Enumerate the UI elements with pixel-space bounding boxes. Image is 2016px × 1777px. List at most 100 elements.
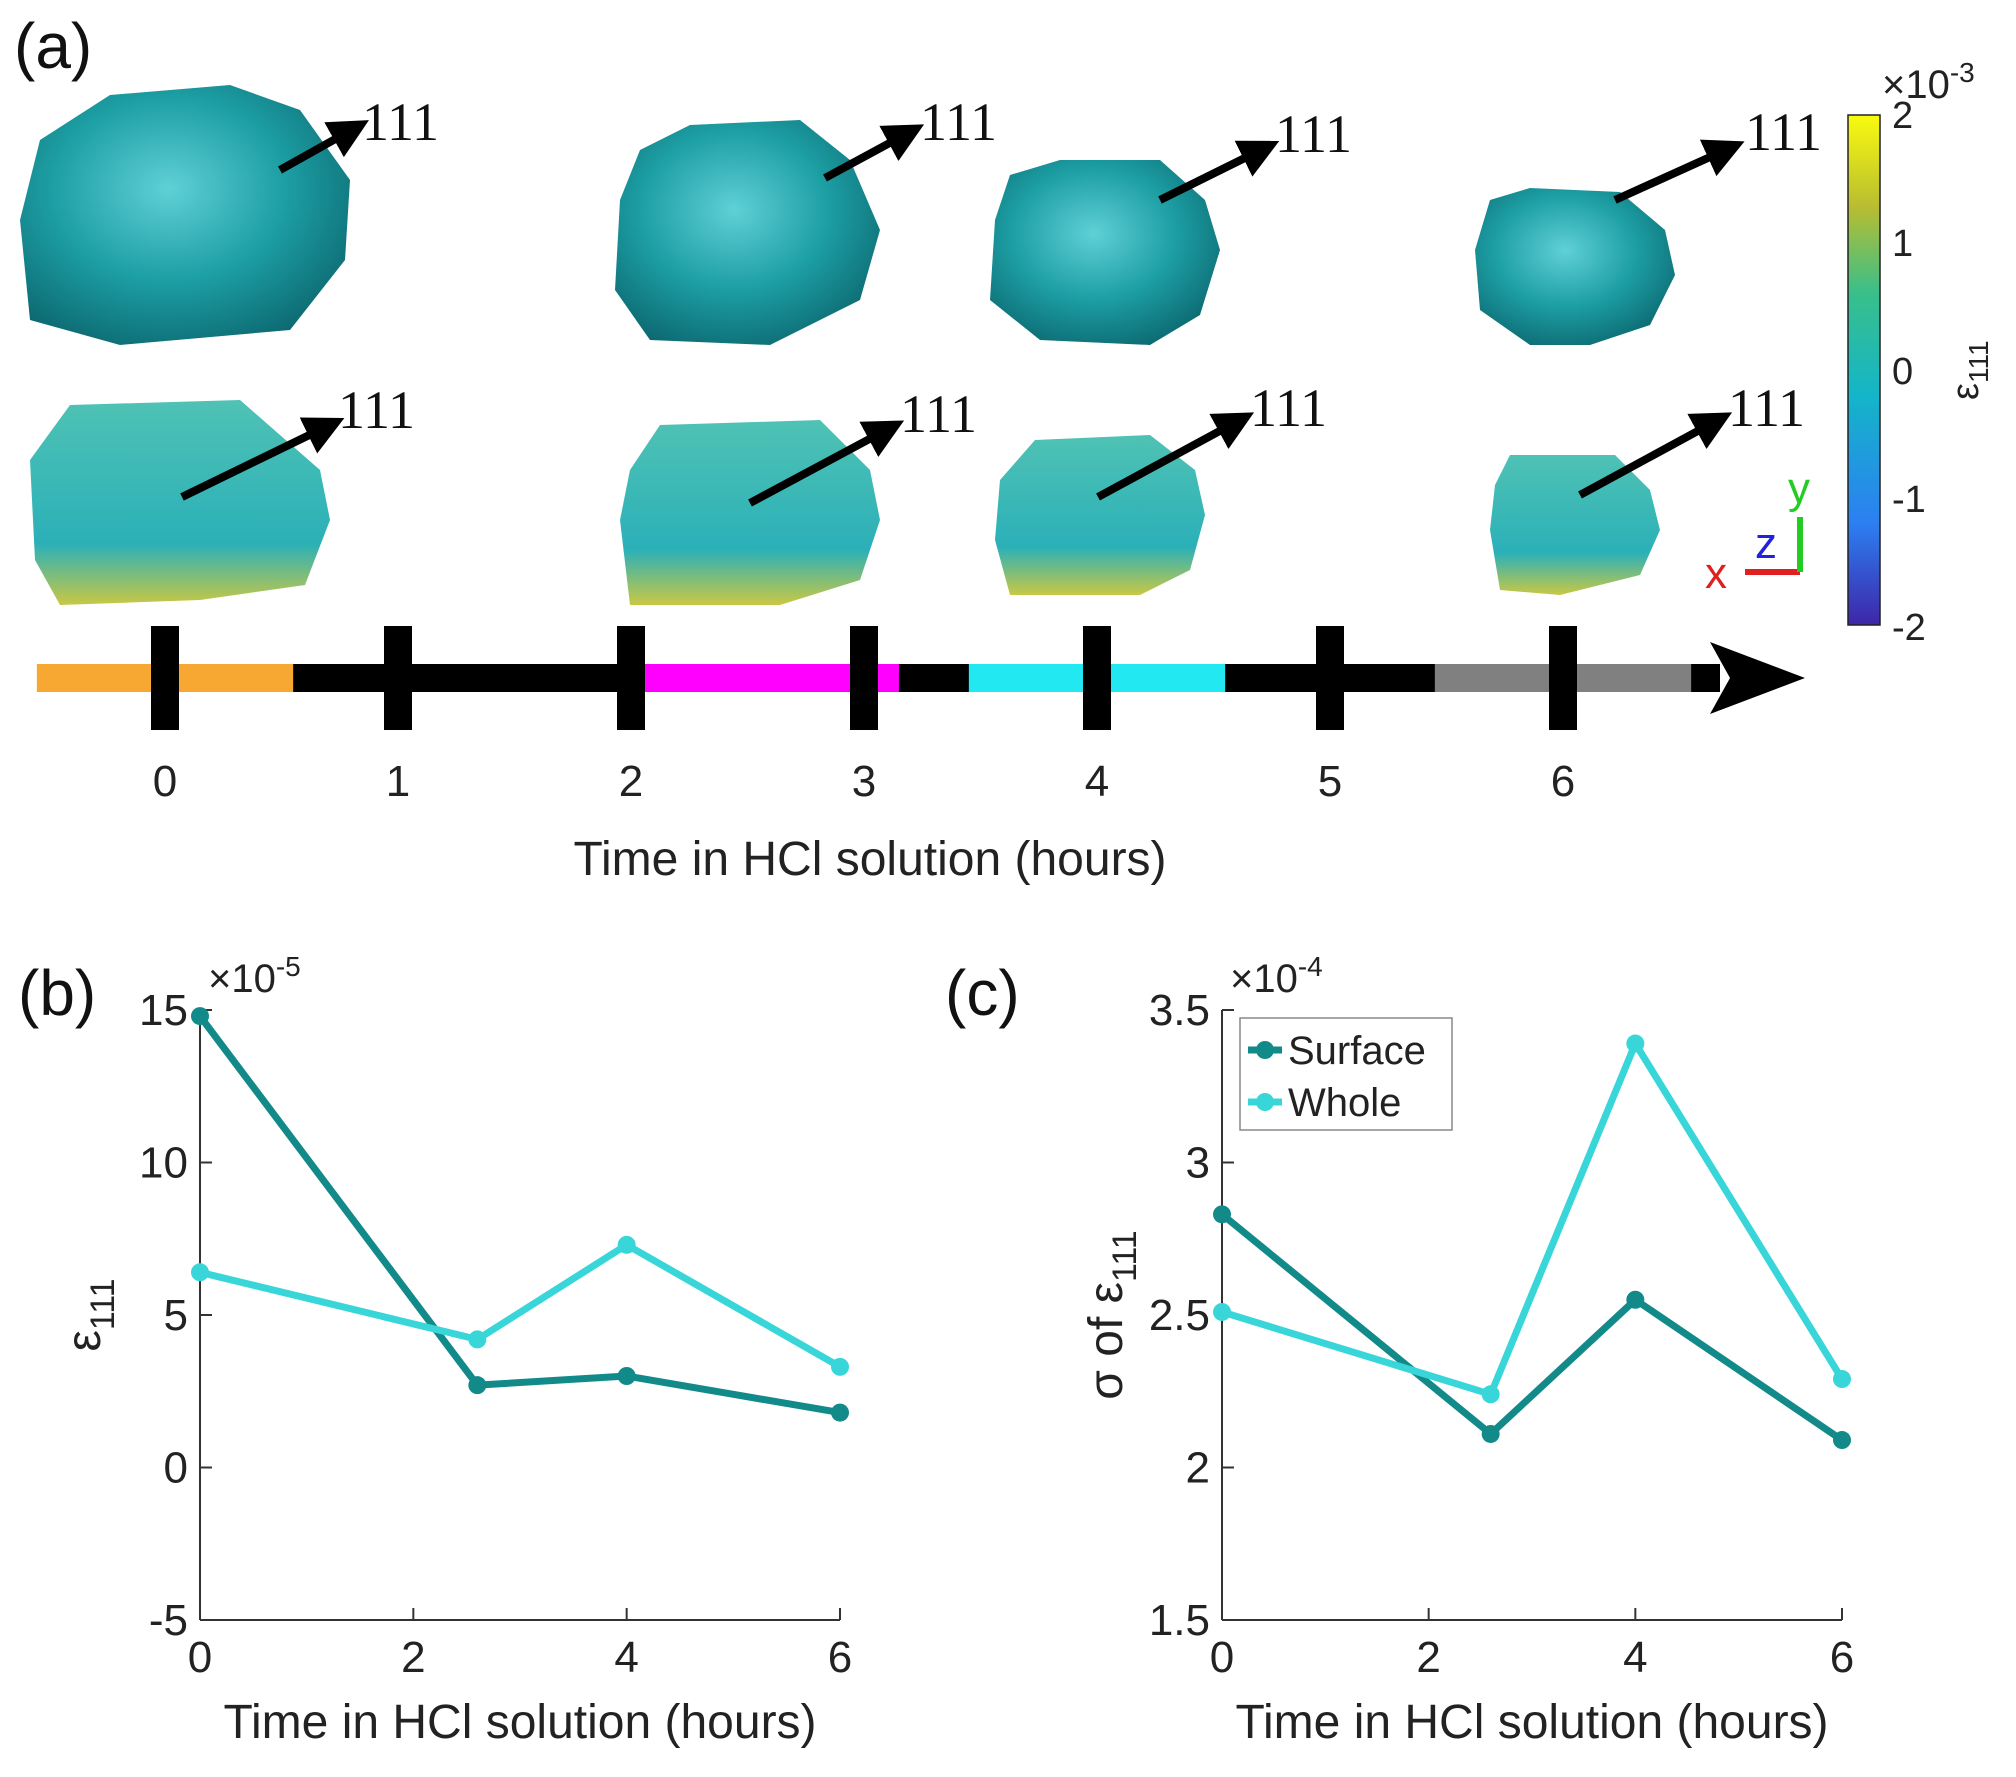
particle-3d-t3 xyxy=(1475,188,1675,345)
y-tick-label: 2 xyxy=(1186,1444,1210,1493)
direction-arrow xyxy=(1613,139,1745,204)
timeline-tick-label: 1 xyxy=(386,757,410,806)
data-point-surface xyxy=(191,1007,209,1026)
direction-label: 111 xyxy=(900,384,977,444)
timeline-tick-label: 5 xyxy=(1318,757,1342,806)
particle-3d-t2 xyxy=(990,160,1220,345)
x-axis-title: Time in HCl solution (hours) xyxy=(1235,1696,1828,1749)
timeline-tick xyxy=(384,626,412,730)
legend: Surface Whole xyxy=(1239,1017,1453,1131)
y-axis-title: σ of ε111 xyxy=(1080,1230,1144,1399)
colorbar-multiplier: ×10-3 xyxy=(1882,57,1975,107)
timeline-tick xyxy=(151,626,179,730)
data-point-whole xyxy=(468,1330,487,1349)
direction-arrow xyxy=(823,124,925,182)
direction-label: 111 xyxy=(1275,104,1352,164)
y-tick-label: -5 xyxy=(149,1596,188,1645)
direction-arrow xyxy=(1096,412,1255,501)
timeline-tick-label: 3 xyxy=(852,757,876,806)
panel-b-label: (b) xyxy=(18,957,96,1029)
y-tick-label: 1.5 xyxy=(1149,1596,1210,1645)
timeline-tick xyxy=(1549,626,1577,730)
data-point-whole xyxy=(1833,1370,1851,1389)
series-line-whole xyxy=(199,1241,842,1370)
direction-label: 111 xyxy=(1745,102,1822,162)
timeline-title: Time in HCl solution (hours) xyxy=(573,833,1166,886)
timeline-arrowhead xyxy=(1710,642,1805,714)
series-line-whole xyxy=(1220,1040,1845,1398)
x-tick-label: 2 xyxy=(401,1633,425,1682)
direction-label: 111 xyxy=(1250,378,1327,438)
data-point-whole xyxy=(1213,1302,1231,1321)
y-tick-label: 3 xyxy=(1186,1139,1210,1188)
series-line-surface xyxy=(1219,1211,1844,1443)
timeline-tick-label: 4 xyxy=(1085,757,1109,806)
colorbar-title: ε111 xyxy=(1945,340,1994,400)
direction-arrow xyxy=(1578,412,1733,499)
x-tick-label: 4 xyxy=(1623,1633,1647,1682)
colorbar-tick: 1 xyxy=(1892,223,1913,265)
particle-slice-t0 xyxy=(30,400,330,605)
y-tick-label: 0 xyxy=(164,1444,188,1493)
particle-slice-t1 xyxy=(620,420,880,605)
x-tick-label: 6 xyxy=(828,1633,852,1682)
data-point-whole xyxy=(617,1235,636,1254)
colorbar-tick: -2 xyxy=(1892,607,1926,649)
timeline-tick xyxy=(1083,626,1111,730)
data-point-whole xyxy=(831,1357,849,1376)
direction-label: 111 xyxy=(362,92,439,152)
data-point-surface xyxy=(1213,1205,1231,1224)
y-multiplier: ×10-4 xyxy=(1230,951,1323,1001)
timeline-tick-label: 2 xyxy=(619,757,643,806)
y-axis-title: ε111 xyxy=(58,1278,122,1351)
x-tick-label: 4 xyxy=(614,1633,638,1682)
x-axis-title: Time in HCl solution (hours) xyxy=(223,1696,816,1749)
data-point-surface xyxy=(1481,1424,1500,1443)
y-tick-label: 15 xyxy=(139,986,188,1035)
series-line-surface xyxy=(197,1013,841,1417)
triad-z-label: z xyxy=(1755,519,1777,568)
particle-3d-t1 xyxy=(615,120,880,345)
panel-a: (a) 111 111 111 111 111 111 111 111 x xyxy=(14,10,1994,886)
triad-y-label: y xyxy=(1788,464,1810,513)
particle-slice-t3 xyxy=(1490,455,1660,595)
y-multiplier: ×10-5 xyxy=(208,951,301,1001)
x-tick-label: 6 xyxy=(1830,1633,1854,1682)
legend-box xyxy=(1239,1017,1453,1131)
data-point-surface xyxy=(617,1367,636,1385)
data-point-whole xyxy=(1481,1385,1500,1404)
colorbar: 2 1 0 -1 -2 ×10-3 ε111 xyxy=(1847,57,1994,649)
direction-label: 111 xyxy=(338,380,415,440)
data-point-surface xyxy=(831,1403,849,1422)
particle-slice-t2 xyxy=(995,435,1205,595)
direction-label: 111 xyxy=(920,92,997,152)
x-tick-label: 0 xyxy=(188,1633,212,1682)
y-tick-label: 2.5 xyxy=(1149,1291,1210,1340)
timeline-tick-label: 0 xyxy=(153,757,177,806)
data-point-surface xyxy=(1626,1290,1645,1309)
panel-a-label: (a) xyxy=(14,10,92,82)
y-tick-label: 10 xyxy=(139,1139,188,1188)
direction-arrow xyxy=(748,420,905,507)
y-tick-label: 3.5 xyxy=(1149,986,1210,1035)
colorbar-gradient xyxy=(1847,114,1881,626)
colorbar-tick: -1 xyxy=(1892,479,1926,521)
timeline-tick xyxy=(850,626,878,730)
data-point-surface xyxy=(1833,1431,1851,1450)
x-tick-label: 2 xyxy=(1416,1633,1440,1682)
direction-arrow xyxy=(278,120,369,174)
y-tick-label: 5 xyxy=(164,1291,188,1340)
triad-x-label: x xyxy=(1705,549,1727,598)
particle-3d-t0 xyxy=(20,85,350,345)
panel-c-label: (c) xyxy=(945,957,1020,1029)
timeline-tick-label: 6 xyxy=(1551,757,1575,806)
colorbar-tick: 2 xyxy=(1892,95,1913,137)
axes-triad: x y z xyxy=(1705,464,1810,598)
chart-c: 1.5 2 2.5 3 3.5 0 2 4 6 ×10-4 Time in HCl solution… xyxy=(1080,951,1854,1749)
legend-marker xyxy=(1256,1093,1274,1111)
timeline: 0 1 2 3 4 5 6 xyxy=(36,626,1805,806)
direction-arrow xyxy=(1158,140,1280,204)
direction-arrow xyxy=(180,417,345,501)
